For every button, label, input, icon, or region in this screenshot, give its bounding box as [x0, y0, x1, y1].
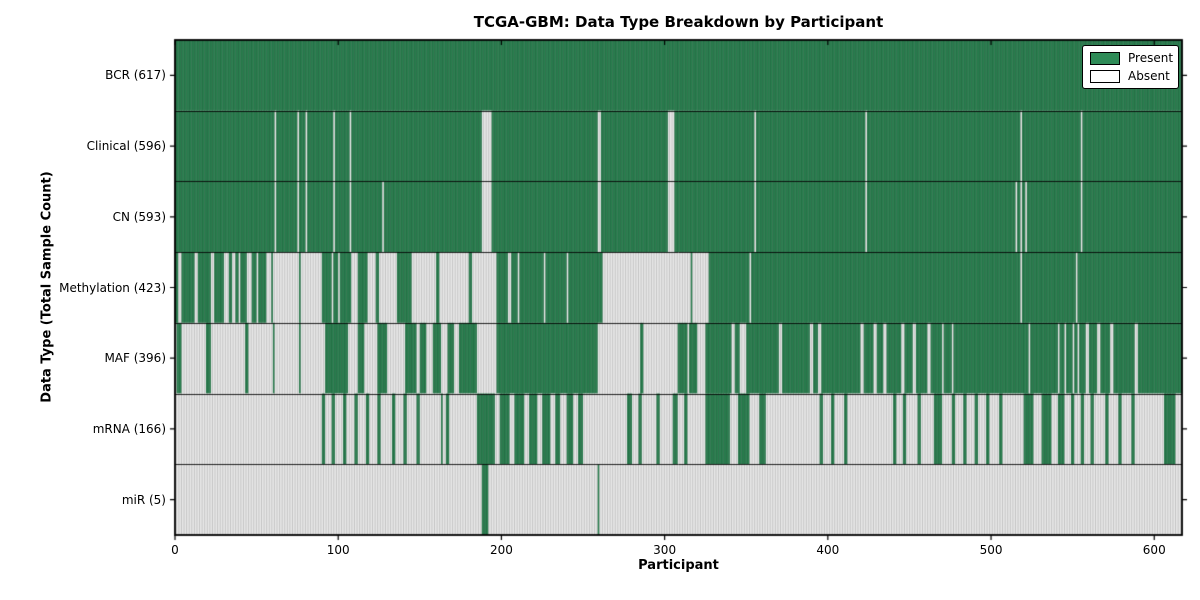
- x-tick-label-200: 200: [489, 543, 513, 557]
- legend-item-present: Present: [1090, 51, 1174, 65]
- x-tick-label-400: 400: [816, 543, 840, 557]
- chart-title: TCGA-GBM: Data Type Breakdown by Partici…: [473, 13, 884, 31]
- absent-swatch-icon: [1090, 69, 1120, 83]
- y-axis-label: Data Type (Total Sample Count): [39, 171, 55, 403]
- legend: Present Absent: [1082, 45, 1179, 89]
- present-swatch-icon: [1090, 51, 1120, 65]
- y-tick-label-miR: miR (5): [121, 492, 166, 507]
- y-tick-label-mRNA: mRNA (166): [92, 421, 166, 436]
- y-tick-label-BCR: BCR (617): [105, 68, 166, 83]
- y-tick-label-Clinical: Clinical (596): [86, 139, 166, 154]
- x-tick-label-300: 300: [653, 543, 677, 557]
- legend-item-absent: Absent: [1090, 69, 1171, 83]
- x-tick-label-600: 600: [1142, 543, 1166, 557]
- y-tick-label-Methylation: Methylation (423): [59, 280, 166, 295]
- x-tick-label-0: 0: [171, 543, 179, 557]
- legend-absent-label: Absent: [1128, 69, 1170, 83]
- x-tick-label-500: 500: [979, 543, 1003, 557]
- y-tick-label-CN: CN (593): [112, 209, 166, 224]
- legend-present-label: Present: [1128, 51, 1174, 65]
- y-tick-label-MAF: MAF (396): [104, 351, 166, 366]
- x-axis-label: Participant: [638, 558, 719, 573]
- x-tick-label-100: 100: [326, 543, 350, 557]
